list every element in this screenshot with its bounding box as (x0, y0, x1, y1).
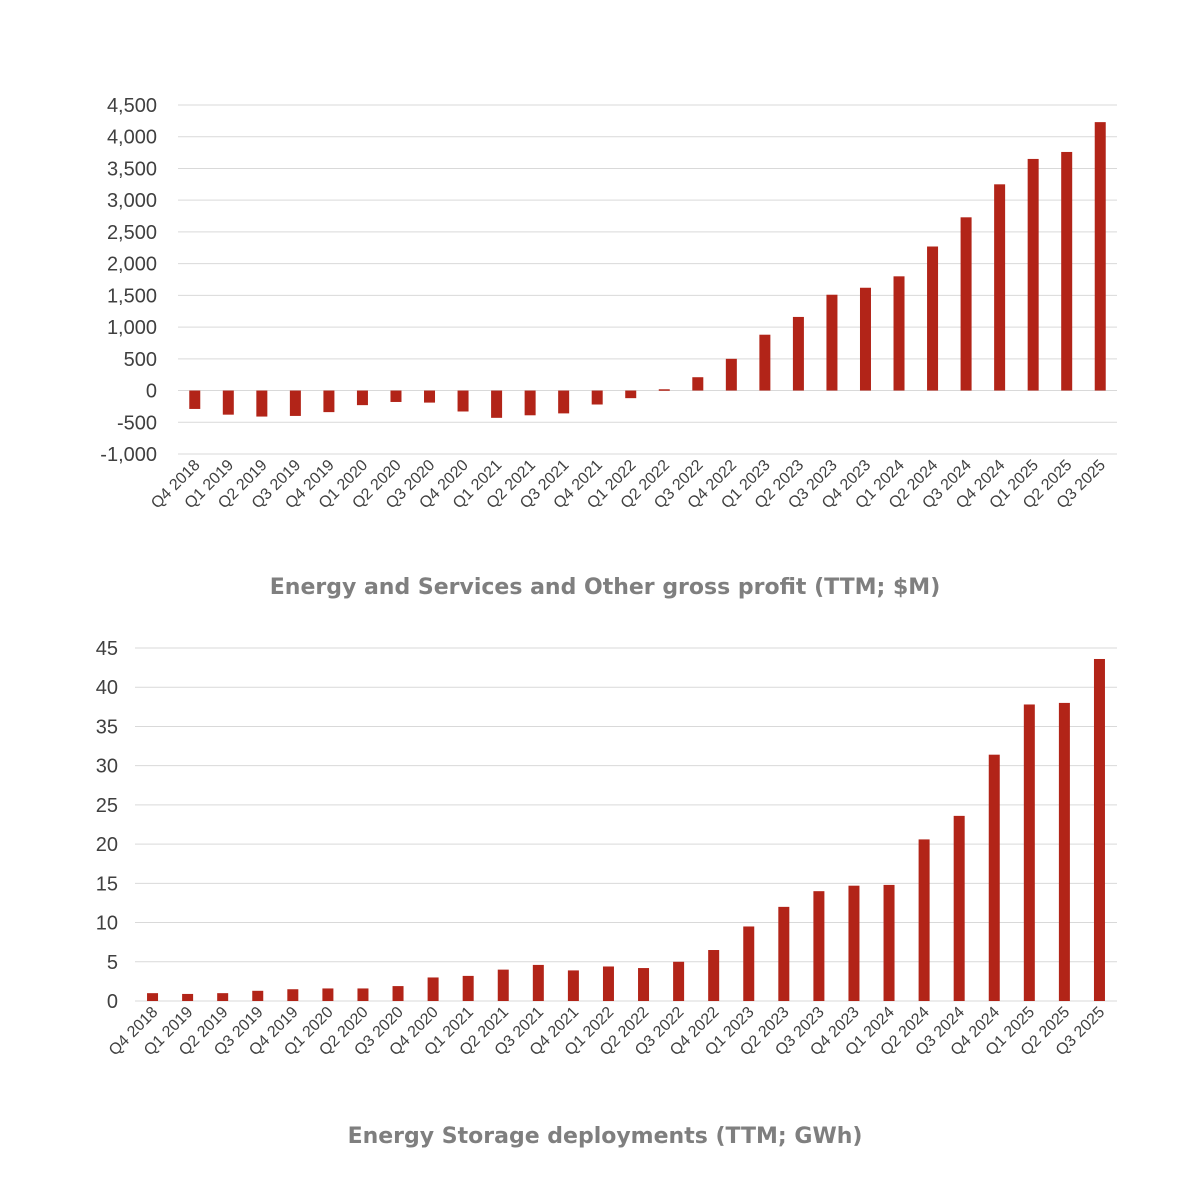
bar (994, 184, 1006, 391)
storage-deployments-chart: 45 40 35 30 25 20 15 10 5 0 Q4 2018 Q1 2019 Q2 2019 Q… (0, 620, 1200, 1185)
bar (826, 294, 838, 391)
bar (893, 276, 905, 391)
bar (392, 986, 404, 1001)
bar (322, 988, 334, 1001)
y-tick-label: 5 (107, 952, 118, 974)
bar (457, 390, 469, 412)
chart-title: Energy and Services and Other gross prof… (270, 575, 941, 600)
bar (625, 390, 637, 399)
gross-profit-chart-svg: 4,500 4,000 3,500 3,000 2,500 2,000 1,500 1,000… (100, 95, 1117, 600)
bar (708, 950, 720, 1001)
bar (638, 968, 650, 1001)
bar (988, 754, 1000, 1001)
y-tick-label: 10 (96, 913, 118, 935)
bar (427, 977, 439, 1001)
gross-profit-chart: 4,500 4,000 3,500 3,000 2,500 2,000 1,500 1,000… (100, 95, 1117, 600)
bar (778, 906, 790, 1001)
bar (497, 969, 509, 1001)
bar (524, 390, 536, 416)
bar (323, 390, 335, 413)
y-tick-label: 45 (96, 638, 118, 660)
bar (1027, 158, 1039, 391)
y-tick-label: 4,500 (107, 95, 157, 117)
bar (883, 884, 895, 1001)
y-tick-label: 500 (124, 349, 157, 371)
y-tick-label: 2,500 (107, 222, 157, 244)
bar (287, 989, 299, 1001)
bar (567, 970, 579, 1001)
bar (357, 988, 369, 1001)
bar (558, 390, 570, 414)
y-tick-label: 35 (96, 716, 118, 738)
bar (462, 975, 474, 1001)
bar (602, 966, 614, 1001)
y-tick-label: 30 (96, 756, 118, 778)
y-tick-label: 1,000 (107, 317, 157, 339)
bar (692, 377, 704, 391)
bar (743, 926, 755, 1001)
bar (189, 390, 201, 409)
y-tick-label: 3,500 (107, 158, 157, 180)
bar (859, 287, 871, 391)
bar (1094, 122, 1106, 391)
y-tick-label: 40 (96, 677, 118, 699)
y-tick-label: 0 (146, 381, 157, 403)
y-tick-label: 20 (96, 834, 118, 856)
bar (927, 246, 939, 391)
bar (532, 964, 544, 1001)
y-tick-label: -500 (117, 412, 157, 434)
bar (1093, 658, 1105, 1001)
y-tick-label: 25 (96, 795, 118, 817)
y-tick-label: 3,000 (107, 190, 157, 212)
bar (147, 993, 159, 1001)
y-tick-label: 0 (107, 991, 118, 1013)
bar (289, 390, 301, 416)
bar (182, 993, 194, 1001)
bar (591, 390, 603, 405)
bar (813, 891, 825, 1001)
y-tick-label: 2,000 (107, 254, 157, 276)
bar (1023, 704, 1035, 1001)
bar (918, 839, 930, 1001)
bar (1058, 702, 1070, 1001)
y-tick-label: 4,000 (107, 127, 157, 149)
bar (792, 316, 804, 391)
bar (217, 993, 229, 1001)
bar (491, 390, 503, 418)
bar (960, 217, 972, 391)
bar (252, 990, 264, 1001)
bar (848, 885, 860, 1001)
bar (658, 389, 670, 391)
bar (222, 390, 234, 415)
bar (953, 815, 965, 1001)
y-tick-label: 1,500 (107, 285, 157, 307)
bar (725, 358, 737, 391)
chart-title: Energy Storage deployments (TTM; GWh) (348, 1124, 863, 1149)
y-tick-label: 15 (96, 873, 118, 895)
bar (673, 961, 685, 1001)
bar (1061, 151, 1073, 391)
bar (390, 390, 402, 402)
y-tick-label: -1,000 (100, 444, 157, 466)
bar (759, 334, 771, 391)
bar (356, 390, 368, 406)
bar (256, 390, 268, 417)
bar (424, 390, 436, 403)
